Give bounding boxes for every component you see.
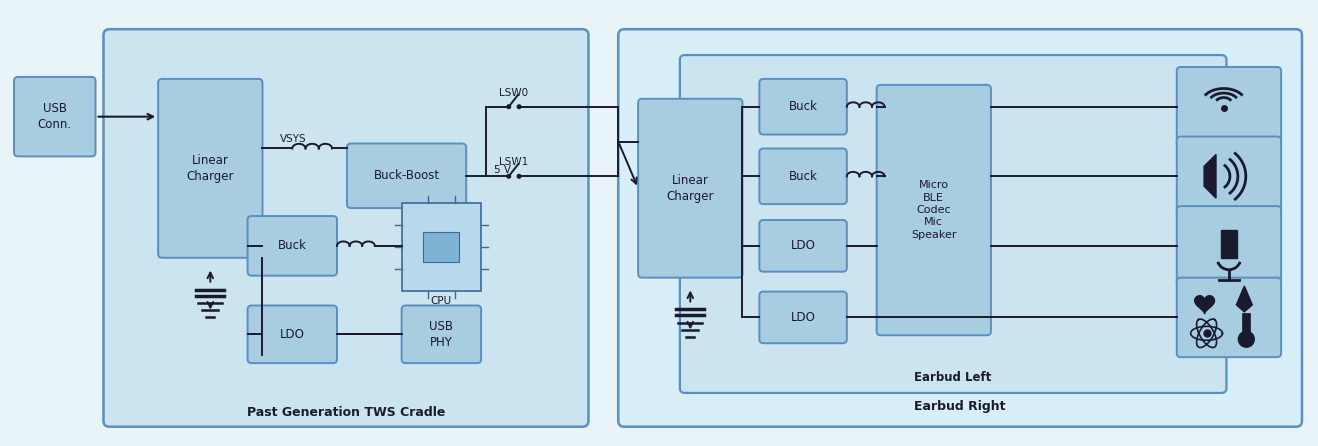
Polygon shape (1236, 286, 1252, 312)
Bar (1220, 230, 1236, 258)
Text: Buck: Buck (788, 170, 817, 183)
Text: USB
PHY: USB PHY (430, 320, 453, 349)
Text: Past Generation TWS Cradle: Past Generation TWS Cradle (246, 406, 445, 419)
FancyBboxPatch shape (759, 292, 847, 343)
Bar (402, 203, 481, 291)
Text: Earbud Left: Earbud Left (915, 371, 992, 384)
Text: LDO: LDO (791, 240, 816, 252)
FancyBboxPatch shape (248, 216, 337, 276)
Circle shape (507, 174, 510, 178)
FancyBboxPatch shape (104, 29, 588, 427)
Text: Linear
Charger: Linear Charger (667, 174, 714, 203)
FancyBboxPatch shape (1177, 206, 1281, 285)
Polygon shape (1205, 154, 1217, 198)
Text: Buck-Boost: Buck-Boost (373, 169, 440, 182)
FancyBboxPatch shape (618, 29, 1302, 427)
Text: LSW0: LSW0 (500, 88, 529, 98)
FancyBboxPatch shape (158, 79, 262, 258)
FancyBboxPatch shape (14, 77, 95, 157)
Polygon shape (1194, 296, 1214, 314)
FancyBboxPatch shape (759, 220, 847, 272)
Text: Buck: Buck (788, 100, 817, 113)
Circle shape (1239, 331, 1255, 347)
Text: LSW1: LSW1 (500, 157, 529, 167)
Text: 5 V: 5 V (494, 165, 511, 175)
FancyBboxPatch shape (759, 79, 847, 135)
Text: LDO: LDO (279, 328, 304, 341)
Bar (423, 231, 459, 262)
Text: USB
Conn.: USB Conn. (38, 102, 72, 131)
Text: Micro
BLE
Codec
Mic
Speaker: Micro BLE Codec Mic Speaker (911, 180, 957, 240)
Text: LDO: LDO (791, 311, 816, 324)
Circle shape (507, 105, 510, 108)
Text: Buck: Buck (278, 240, 307, 252)
Circle shape (517, 105, 521, 108)
Bar (1243, 314, 1251, 335)
Text: Earbud Right: Earbud Right (915, 401, 1006, 413)
FancyBboxPatch shape (347, 144, 467, 208)
FancyBboxPatch shape (680, 55, 1227, 393)
FancyBboxPatch shape (759, 149, 847, 204)
FancyBboxPatch shape (248, 306, 337, 363)
Circle shape (517, 174, 521, 178)
Text: CPU: CPU (431, 296, 452, 306)
FancyBboxPatch shape (402, 306, 481, 363)
FancyBboxPatch shape (1177, 67, 1281, 146)
Text: VSYS: VSYS (281, 133, 307, 144)
FancyBboxPatch shape (876, 85, 991, 335)
FancyBboxPatch shape (638, 99, 742, 278)
FancyBboxPatch shape (1177, 278, 1281, 357)
Text: Linear
Charger: Linear Charger (187, 154, 235, 183)
FancyBboxPatch shape (1177, 136, 1281, 216)
